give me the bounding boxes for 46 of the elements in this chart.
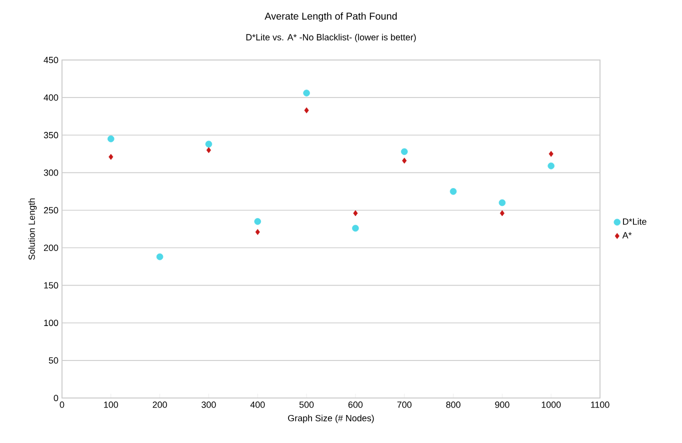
point <box>450 188 457 195</box>
y-tick-label: 400 <box>44 94 58 101</box>
point <box>205 140 212 148</box>
x-tick-label: 200 <box>152 402 167 408</box>
x-tick-label: 100 <box>104 402 118 408</box>
x-tick-label: 800 <box>446 402 460 408</box>
x-tick-label: 1000 <box>542 402 561 408</box>
point <box>206 147 212 154</box>
y-tick-label: 100 <box>44 320 58 326</box>
chart-title: Averate Length of Path Found <box>264 12 397 22</box>
point <box>108 154 114 160</box>
y-tick-label: 0 <box>54 394 58 402</box>
y-tick-label: 450 <box>44 56 58 64</box>
point <box>400 148 408 156</box>
x-tick-label: 400 <box>250 402 265 408</box>
point <box>156 253 164 260</box>
y-tick-label: 350 <box>44 132 58 138</box>
x-tick-label: 0 <box>60 402 64 408</box>
point <box>255 229 260 235</box>
y-tick-label: 200 <box>44 244 58 251</box>
x-tick-label: 1100 <box>591 402 610 408</box>
point <box>548 162 554 170</box>
point <box>303 90 310 96</box>
point <box>254 218 262 225</box>
legend-label: D*Lite <box>623 218 646 225</box>
point <box>353 210 358 216</box>
x-tick-label: 300 <box>202 402 216 408</box>
y-tick-label: 250 <box>44 207 58 214</box>
point <box>108 135 114 142</box>
point <box>304 107 309 114</box>
y-axis-title: Solution Length <box>28 198 37 260</box>
x-axis-title: Graph Size (# Nodes) <box>288 414 374 424</box>
y-tick-label: 300 <box>44 169 58 176</box>
point <box>352 224 359 232</box>
x-tick-label: 600 <box>348 402 363 408</box>
x-tick-label: 700 <box>397 402 412 408</box>
x-tick-label: 900 <box>495 402 510 408</box>
y-tick-label: 50 <box>48 357 58 364</box>
point <box>498 199 506 206</box>
y-tick-label: 150 <box>44 282 58 289</box>
point <box>500 210 504 216</box>
x-tick-label: 500 <box>299 402 314 408</box>
legend-label: A* <box>622 232 632 238</box>
point <box>548 150 554 157</box>
point <box>402 158 407 164</box>
chart-subtitle: D*Lite vs. A* -No Blacklist- (lower is better) <box>246 34 416 42</box>
